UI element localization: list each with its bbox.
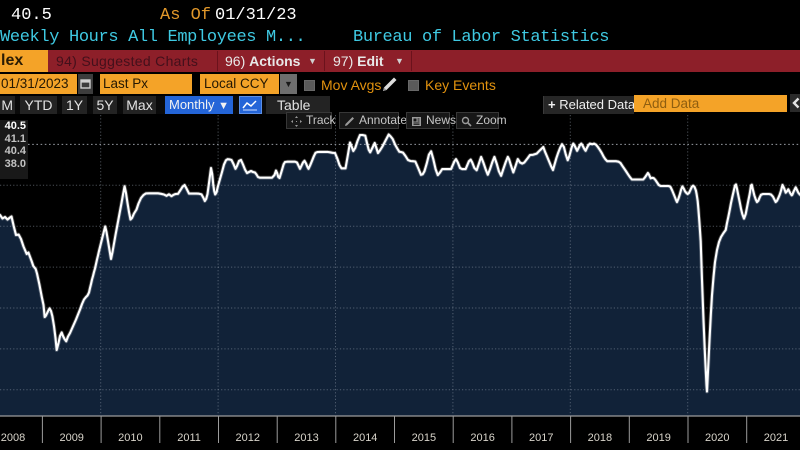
svg-text:2012: 2012 [236,432,260,444]
svg-text:2008: 2008 [1,432,25,444]
svg-text:2019: 2019 [646,432,670,444]
svg-text:2009: 2009 [59,432,83,444]
svg-text:2014: 2014 [353,432,377,444]
svg-text:2015: 2015 [412,432,436,444]
svg-text:2011: 2011 [177,432,201,444]
svg-text:2020: 2020 [705,432,729,444]
svg-text:2018: 2018 [588,432,612,444]
svg-text:2016: 2016 [470,432,494,444]
svg-text:2010: 2010 [118,432,142,444]
svg-text:2013: 2013 [294,432,318,444]
svg-text:2017: 2017 [529,432,553,444]
svg-text:2021: 2021 [764,432,788,444]
